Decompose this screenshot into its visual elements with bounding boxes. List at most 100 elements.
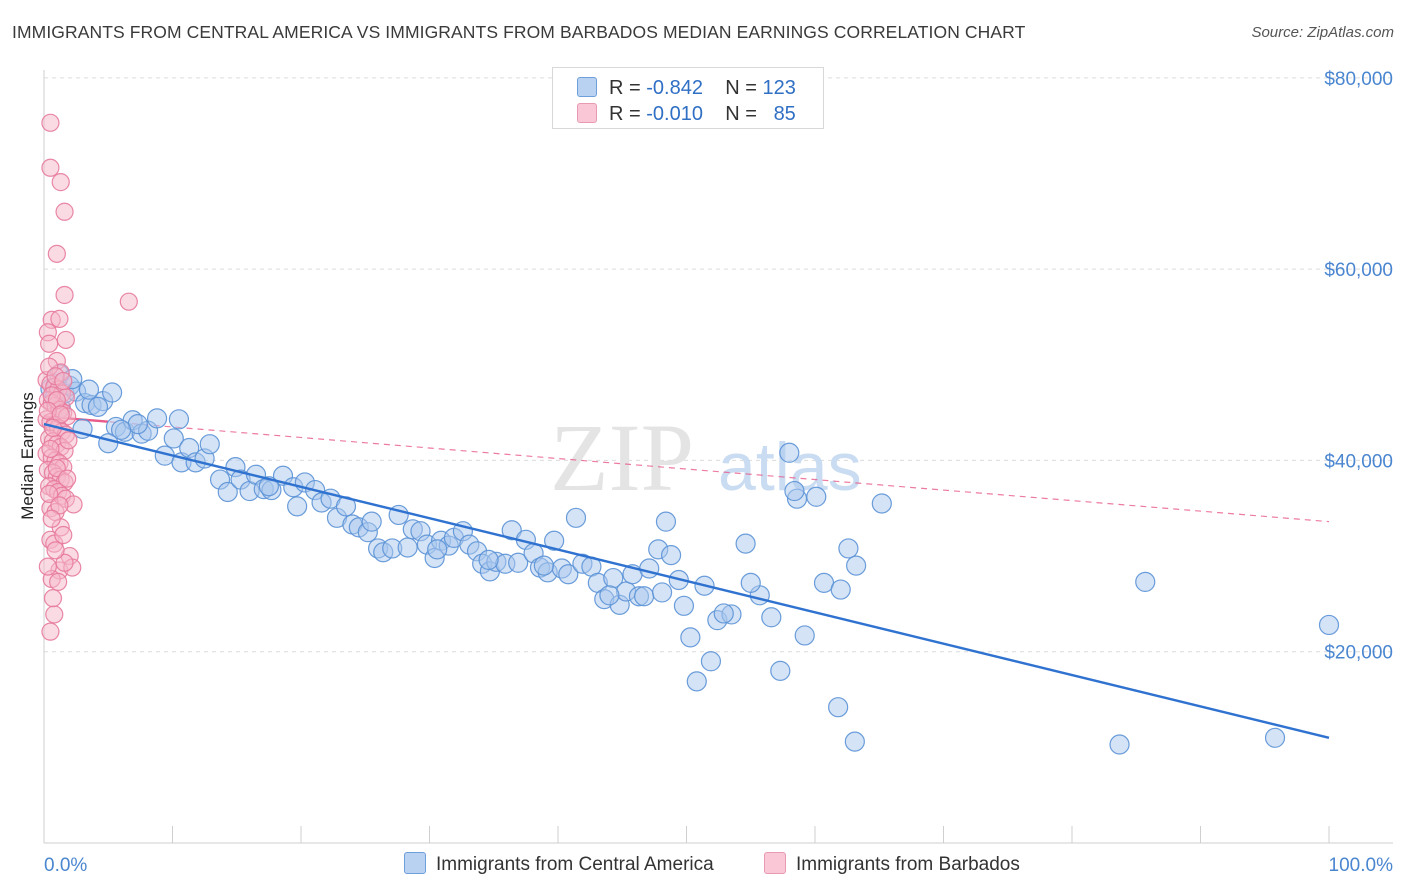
central-america-point-88	[680, 627, 701, 648]
central-america-trend	[43, 422, 1330, 739]
barbados-point-3	[55, 202, 74, 221]
central-america-point-103	[828, 697, 849, 718]
central-america-point-105	[844, 731, 865, 752]
central-america-point-121	[599, 585, 620, 606]
barbados-point-74	[41, 439, 60, 459]
central-america-point-119	[478, 549, 499, 571]
central-america-point-111	[1318, 614, 1340, 636]
barbados-point-5	[55, 285, 74, 305]
central-america-point-106	[846, 555, 867, 576]
watermark-zip: ZIP	[550, 404, 694, 511]
central-america-point-104	[838, 538, 859, 559]
central-america-point-23	[199, 434, 220, 455]
legend-swatch-blue	[577, 77, 597, 97]
central-america-point-85	[660, 545, 682, 566]
central-america-point-34	[287, 496, 308, 517]
barbados-point-82	[38, 557, 57, 576]
bottom-legend-central-america: Immigrants from Central America	[404, 852, 714, 876]
legend-n-value-2: 85	[773, 103, 796, 125]
legend-row-central-america: R = -0.842 N = 123	[577, 77, 796, 99]
central-america-point-107	[871, 493, 892, 514]
central-america-point-127	[830, 579, 851, 600]
central-america-point-130	[78, 379, 100, 400]
bottom-legend-swatch-blue	[404, 852, 426, 874]
central-america-point-115	[168, 409, 190, 430]
central-america-trend-line	[43, 422, 1330, 739]
central-america-point-72	[565, 507, 587, 528]
barbados-point-67	[54, 371, 73, 391]
central-america-point-126	[784, 480, 805, 502]
central-america-point-96	[761, 607, 782, 628]
legend-r-value-2: -0.010	[646, 103, 703, 125]
barbados-trend-dashed	[43, 415, 1330, 523]
central-america-point-87	[673, 595, 695, 616]
barbados-point-73	[59, 431, 78, 450]
barbados-points	[37, 113, 138, 641]
central-america-point-100	[794, 625, 815, 646]
y-axis-title: Median Earnings	[18, 392, 37, 520]
barbados-point-4	[47, 244, 66, 263]
x-ticks	[43, 826, 1330, 843]
y-tick-label-1: $40,000	[1324, 451, 1393, 472]
central-america-point-116	[258, 476, 279, 497]
central-america-point-120	[533, 555, 554, 576]
barbados-point-84	[43, 589, 63, 608]
barbados-point-78	[50, 496, 69, 515]
central-america-point-108	[1109, 734, 1130, 755]
central-america-point-48	[397, 537, 418, 558]
grid-lines	[44, 77, 1393, 653]
central-america-point-110	[1264, 727, 1286, 748]
central-america-point-132	[110, 419, 132, 440]
central-america-point-109	[1135, 571, 1156, 593]
x-tick-label-max: 100.0%	[1329, 855, 1394, 876]
barbados-point-79	[42, 509, 61, 528]
x-tick-label-min: 0.0%	[44, 855, 87, 876]
central-america-point-94	[735, 533, 756, 554]
bottom-legend-barbados: Immigrants from Barbados	[764, 852, 1020, 876]
barbados-point-11	[40, 334, 59, 353]
central-america-point-10	[102, 382, 123, 403]
central-america-point-122	[633, 586, 655, 607]
legend: R = -0.842 N = 123 R = -0.010 N = 85	[552, 67, 824, 129]
y-tick-label-2: $60,000	[1324, 260, 1393, 281]
central-america-point-18	[163, 428, 184, 449]
source-credit: Source: ZipAtlas.com	[1251, 24, 1394, 41]
watermark: ZIP atlas	[550, 404, 862, 511]
barbados-point-81	[46, 541, 65, 560]
central-america-point-123	[651, 582, 673, 603]
y-tick-labels: $20,000 $40,000 $60,000 $80,000	[1324, 69, 1393, 664]
legend-r-value-1: -0.842	[646, 77, 703, 99]
y-tick-label-3: $80,000	[1324, 69, 1393, 90]
central-america-point-124	[713, 603, 734, 624]
central-america-point-118	[427, 539, 448, 560]
barbados-point-6	[119, 292, 138, 311]
bottom-legend-swatch-pink	[764, 852, 786, 874]
barbados-point-71	[51, 405, 70, 424]
central-america-point-97	[770, 660, 791, 681]
central-america-point-125	[740, 572, 761, 593]
barbados-point-83	[49, 572, 68, 592]
legend-n-value-1: 123	[762, 77, 796, 99]
central-america-point-101	[806, 486, 827, 507]
barbados-point-64	[41, 622, 60, 641]
barbados-point-2	[51, 173, 70, 192]
barbados-point-76	[58, 469, 77, 488]
central-america-point-71	[558, 564, 579, 585]
barbados-point-0	[41, 113, 60, 132]
chart-title: IMMIGRANTS FROM CENTRAL AMERICA VS IMMIG…	[12, 22, 1026, 42]
barbados-point-10	[56, 330, 75, 350]
central-america-point-131	[87, 396, 109, 417]
barbados-point-80	[54, 525, 73, 545]
legend-row-barbados: R = -0.010 N = 85	[577, 103, 796, 125]
central-america-point-117	[361, 511, 382, 532]
y-tick-label-0: $20,000	[1324, 643, 1393, 664]
central-america-point-25	[217, 481, 238, 503]
central-america-point-84	[655, 511, 677, 532]
central-america-point-64	[508, 552, 529, 573]
central-america-point-69	[544, 530, 565, 551]
central-america-point-89	[686, 671, 707, 692]
central-america-point-98	[779, 442, 800, 463]
barbados-point-1	[41, 158, 60, 177]
central-america-point-63	[501, 520, 522, 541]
